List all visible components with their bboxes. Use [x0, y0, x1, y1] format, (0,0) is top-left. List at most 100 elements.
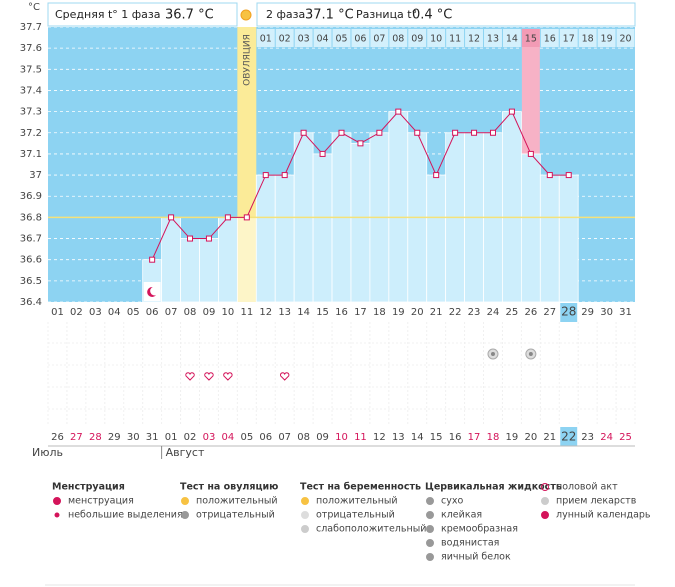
temperature-point: [300, 129, 307, 136]
date-label: 13: [392, 432, 405, 443]
y-tick-label: 37.4: [20, 85, 42, 96]
phase2-cell: [389, 29, 408, 47]
date-label: 12: [373, 432, 386, 443]
phase2-label: 19: [601, 34, 613, 45]
temperature-point: [168, 214, 175, 221]
x-tick-label: 14: [297, 307, 310, 318]
heart-icon: [279, 372, 290, 381]
x-tick-label: 02: [70, 307, 83, 318]
temperature-point: [224, 214, 231, 221]
temperature-point: [395, 108, 402, 115]
temperature-point: [376, 129, 383, 136]
x-tick-label: 13: [278, 307, 291, 318]
legend-icon: [426, 553, 434, 561]
y-tick-label: 36.8: [20, 212, 42, 223]
phase2-label: 12: [468, 34, 480, 45]
phase2-label: 06: [354, 34, 366, 45]
moon-icon-cut: [150, 286, 160, 296]
temperature-column: [218, 216, 238, 303]
phase2-cell: [446, 29, 465, 47]
phase2-cell: [313, 29, 332, 47]
phase2-cell: [559, 29, 578, 47]
date-label: 30: [127, 432, 140, 443]
pregnancy-test-inner: [528, 352, 533, 356]
phase2-label: 13: [487, 34, 499, 45]
date-label: 18: [487, 432, 500, 443]
phase2-label: 18: [582, 34, 594, 45]
x-tick-label: 31: [619, 307, 632, 318]
temperature-point: [281, 172, 288, 179]
legend-icon: [541, 483, 549, 491]
x-tick-label: 12: [259, 307, 272, 318]
date-label: 24: [600, 432, 613, 443]
legend-title: Тест на овуляцию: [180, 482, 278, 493]
phase2-cell: [502, 29, 521, 47]
temperature-point: [471, 129, 478, 136]
x-tick-label: 04: [108, 307, 121, 318]
date-label: 05: [240, 432, 253, 443]
today-date-cell: [560, 427, 578, 446]
phase2-label: 16: [544, 34, 556, 45]
temperature-point: [262, 172, 269, 179]
temperature-point: [433, 172, 440, 179]
temperature-point: [565, 172, 572, 179]
y-tick-label: 36.6: [20, 255, 42, 266]
phase2-cell: [484, 29, 502, 47]
phase2-label: 08: [392, 34, 404, 45]
phase2-cell: [275, 29, 294, 47]
temperature-column: [520, 153, 541, 303]
temperature-point: [489, 129, 496, 136]
month-label: Июль: [32, 446, 63, 459]
date-label: 14: [411, 432, 424, 443]
phase2-label: 01: [260, 34, 272, 45]
phase2-label: 15: [525, 34, 537, 45]
x-tick-label: 11: [240, 307, 253, 318]
legend-item: отрицательный: [316, 510, 395, 521]
legend-icon: [426, 539, 434, 547]
x-tick-label: 20: [411, 307, 424, 318]
legend-item: яичный белок: [441, 552, 511, 563]
legend-icon: [301, 511, 309, 519]
ovulation-column-lower: [237, 217, 257, 302]
temperature-point: [338, 129, 345, 136]
x-tick-label: 22: [449, 307, 462, 318]
legend-icon: [181, 511, 189, 519]
x-tick-label: 07: [165, 307, 178, 318]
y-tick-label: 36.4: [20, 297, 42, 308]
x-tick-label: 09: [203, 307, 216, 318]
heart-icon: [204, 372, 214, 381]
legend-icon: [54, 512, 60, 518]
phase1-value: 36.7 °C: [165, 8, 214, 23]
date-label: 27: [70, 432, 83, 443]
y-tick-label: 37.1: [20, 149, 42, 160]
legend-title: Менструация: [52, 482, 125, 493]
phase2-cell: [578, 29, 597, 47]
temperature-column: [388, 111, 409, 303]
diff-value: 0.4 °C: [412, 8, 452, 23]
legend-item: лунный календарь: [556, 510, 651, 521]
temperature-column: [539, 174, 560, 303]
date-label: 10: [335, 432, 348, 443]
month-label: Август: [166, 446, 205, 459]
temperature-point: [243, 214, 250, 221]
date-label: 11: [354, 432, 367, 443]
legend-item: кремообразная: [441, 524, 518, 535]
y-tick-label: 37.7: [20, 22, 42, 33]
x-tick-label: 25: [506, 307, 519, 318]
legend-title: Тест на беременность: [300, 482, 421, 493]
legend-icon: [181, 497, 189, 505]
x-tick-label: 21: [430, 307, 443, 318]
temperature-point: [452, 129, 459, 136]
legend-item: положительный: [316, 496, 398, 507]
phase2-cell: [351, 29, 370, 47]
x-tick-label: 15: [316, 307, 329, 318]
temperature-column: [255, 174, 276, 303]
temperature-column: [312, 153, 333, 303]
phase2-cell: [465, 29, 484, 47]
y-tick-label: 37.2: [20, 128, 42, 139]
temperature-column: [426, 174, 447, 303]
x-tick-label: 01: [51, 307, 64, 318]
ovulation-label: ОВУЛЯЦИЯ: [242, 34, 252, 86]
temperature-column: [558, 174, 579, 303]
today-cell: [560, 303, 578, 322]
